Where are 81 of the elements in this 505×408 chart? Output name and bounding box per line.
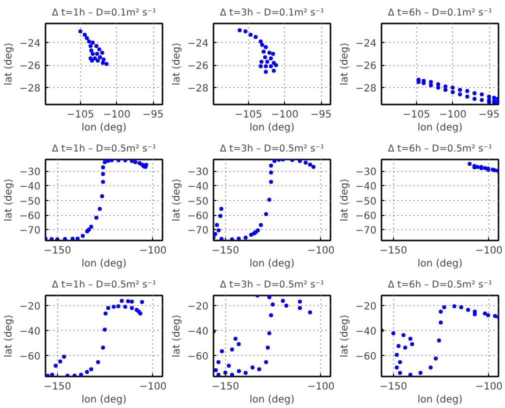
x-tick-label: −105 (402, 110, 430, 120)
y-axis-title: lat (deg) (171, 42, 182, 86)
x-tick-label: −105 (66, 110, 94, 120)
y-tick-label: −60 (187, 351, 209, 362)
chart-title: Δ t=6h – D=0.1m² s⁻¹ (388, 8, 492, 18)
y-tick-label: −24 (19, 38, 41, 50)
y-tick-label: −20 (187, 302, 209, 313)
x-tick-label: −150 (44, 246, 72, 256)
x-tick-label: −100 (475, 382, 503, 392)
y-tick-label: −30 (355, 167, 377, 178)
y-tick-label: −20 (19, 302, 41, 313)
x-axis-title: lon (deg) (81, 122, 127, 134)
x-axis-title: lon (deg) (417, 258, 463, 270)
x-axis-title: lon (deg) (249, 258, 295, 270)
y-tick-label: −60 (355, 351, 377, 362)
y-axis-title: lat (deg) (339, 314, 350, 358)
y-tick-label: −24 (187, 38, 209, 50)
y-tick-label: −30 (19, 167, 41, 178)
y-tick-label: −40 (355, 326, 377, 338)
x-axis-title: lon (deg) (249, 122, 295, 134)
chart-title: Δ t=1h – D=0.1m² s⁻¹ (52, 8, 156, 18)
x-tick-label: −100 (139, 246, 167, 256)
x-tick-label: −150 (380, 382, 408, 392)
x-tick-label: −150 (44, 382, 72, 392)
x-tick-label: −150 (380, 246, 408, 256)
x-tick-label: −100 (475, 246, 503, 256)
y-tick-label: −60 (355, 211, 377, 222)
chart-title: Δ t=1h – D=0.5m² s⁻¹ (52, 144, 156, 154)
x-tick-label: −100 (307, 382, 335, 392)
x-axis-title: lon (deg) (81, 258, 127, 270)
x-tick-label: −100 (270, 110, 298, 120)
y-tick-label: −50 (355, 196, 377, 208)
chart-title: Δ t=3h – D=0.5m² s⁻¹ (220, 280, 324, 290)
x-tick-label: −100 (307, 246, 335, 256)
y-tick-label: −28 (355, 84, 377, 95)
x-tick-label: −150 (212, 382, 240, 392)
chart-title: Δ t=1h – D=0.5m² s⁻¹ (52, 280, 156, 290)
y-tick-label: −24 (355, 38, 377, 50)
y-tick-label: −26 (187, 61, 209, 72)
y-axis-title: lat (deg) (171, 178, 182, 222)
x-tick-label: −150 (212, 246, 240, 256)
y-tick-label: −50 (19, 196, 41, 208)
y-tick-label: −70 (355, 226, 377, 237)
chart-title: Δ t=3h – D=0.5m² s⁻¹ (220, 144, 324, 154)
y-axis-title: lat (deg) (3, 178, 14, 222)
x-axis-title: lon (deg) (249, 394, 295, 406)
chart-title: Δ t=3h – D=0.1m² s⁻¹ (220, 8, 324, 18)
x-tick-label: −105 (234, 110, 262, 120)
y-tick-label: −30 (187, 167, 209, 178)
x-tick-label: −100 (139, 382, 167, 392)
y-axis-title: lat (deg) (339, 178, 350, 222)
y-tick-label: −40 (187, 182, 209, 193)
x-axis-title: lon (deg) (417, 122, 463, 134)
y-tick-label: −70 (187, 226, 209, 237)
y-tick-label: −60 (19, 211, 41, 222)
y-tick-label: −50 (187, 196, 209, 208)
y-axis-title: lat (deg) (3, 314, 14, 358)
y-tick-label: −28 (19, 84, 41, 95)
y-tick-label: −40 (19, 326, 41, 338)
y-axis-title: lat (deg) (171, 314, 182, 358)
chart-title: Δ t=6h – D=0.5m² s⁻¹ (388, 280, 492, 290)
x-tick-label: −95 (478, 110, 500, 120)
y-tick-label: −20 (355, 302, 377, 313)
y-tick-label: −40 (355, 182, 377, 193)
y-tick-label: −26 (19, 61, 41, 72)
x-axis-title: lon (deg) (417, 394, 463, 406)
y-tick-label: −60 (187, 211, 209, 222)
y-tick-label: −60 (19, 351, 41, 362)
y-tick-label: −40 (19, 182, 41, 193)
y-axis-title: lat (deg) (339, 42, 350, 86)
x-tick-label: −100 (438, 110, 466, 120)
y-tick-label: −40 (187, 326, 209, 338)
y-tick-label: −26 (355, 61, 377, 72)
x-axis-title: lon (deg) (81, 394, 127, 406)
y-axis-title: lat (deg) (3, 42, 14, 86)
x-tick-label: −100 (102, 110, 130, 120)
y-tick-label: −28 (187, 84, 209, 95)
chart-title: Δ t=6h – D=0.5m² s⁻¹ (388, 144, 492, 154)
x-tick-label: −95 (142, 110, 164, 120)
y-tick-label: −70 (19, 226, 41, 237)
x-tick-label: −95 (310, 110, 332, 120)
